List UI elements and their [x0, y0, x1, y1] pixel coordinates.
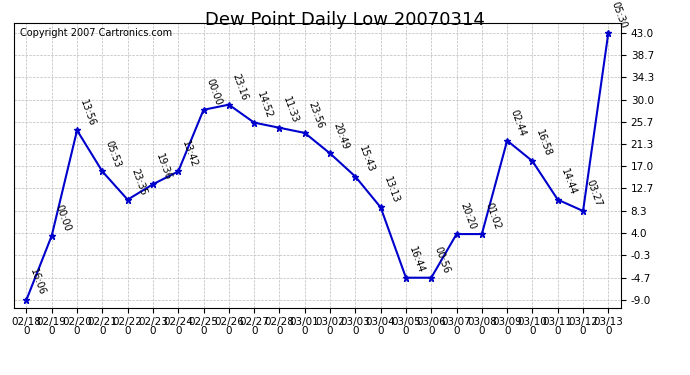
Text: 13:56: 13:56 [79, 98, 97, 128]
Text: Dew Point Daily Low 20070314: Dew Point Daily Low 20070314 [205, 11, 485, 29]
Text: 14:44: 14:44 [559, 167, 578, 197]
Text: 20:20: 20:20 [458, 201, 477, 231]
Text: 16:44: 16:44 [407, 246, 426, 275]
Text: 11:33: 11:33 [281, 96, 299, 125]
Text: 16:58: 16:58 [534, 129, 553, 158]
Text: 00:00: 00:00 [53, 203, 72, 233]
Text: Copyright 2007 Cartronics.com: Copyright 2007 Cartronics.com [20, 28, 172, 38]
Text: 00:56: 00:56 [433, 245, 451, 275]
Text: 02:44: 02:44 [509, 108, 527, 138]
Text: 14:52: 14:52 [255, 90, 275, 120]
Text: 23:56: 23:56 [306, 100, 325, 130]
Text: 23:16: 23:16 [230, 72, 249, 102]
Text: 20:49: 20:49 [331, 121, 351, 151]
Text: 03:27: 03:27 [584, 178, 604, 208]
Text: 19:36: 19:36 [155, 152, 173, 182]
Text: 15:43: 15:43 [357, 144, 375, 174]
Text: 01:02: 01:02 [483, 202, 502, 231]
Text: 13:13: 13:13 [382, 175, 401, 205]
Text: 00:00: 00:00 [205, 78, 224, 107]
Text: 13:42: 13:42 [179, 139, 199, 169]
Text: 16:06: 16:06 [28, 267, 47, 297]
Text: 05:53: 05:53 [104, 139, 123, 169]
Text: 05:30: 05:30 [610, 0, 629, 30]
Text: 23:35: 23:35 [129, 167, 148, 197]
